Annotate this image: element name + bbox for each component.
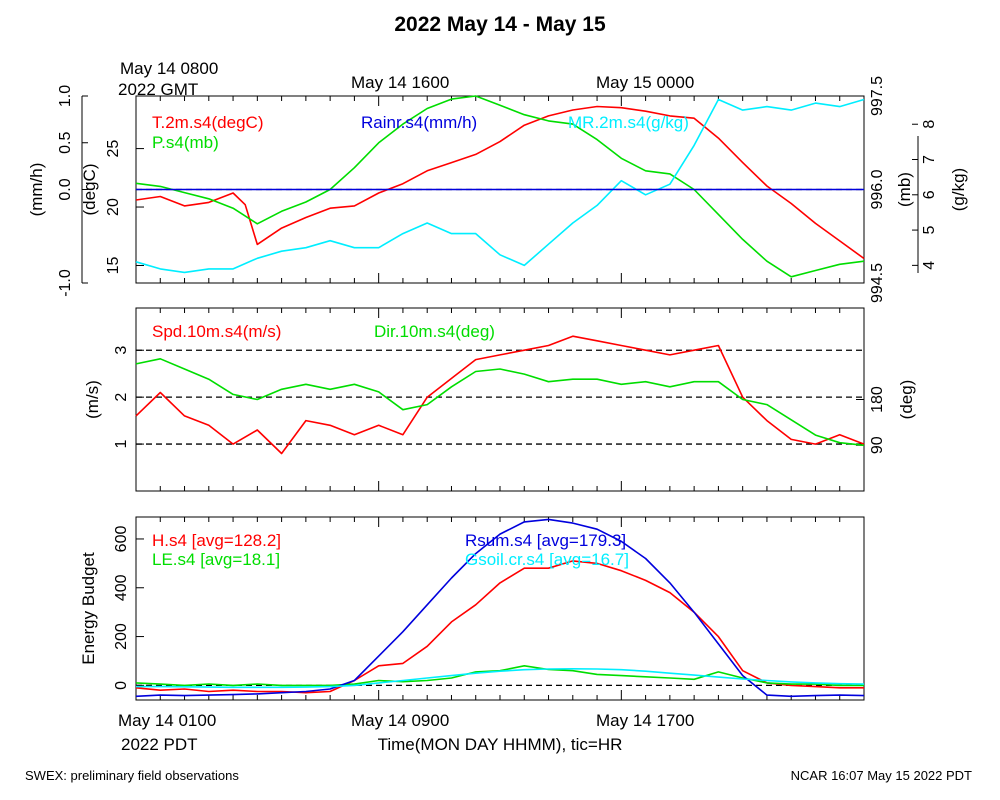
legend-entry: Rsum.s4 [avg=179.3] <box>465 531 626 550</box>
y-tick-label: 7 <box>921 155 938 164</box>
y-tick-label: 1.0 <box>57 85 74 107</box>
legend-entry: MR.2m.s4(g/kg) <box>568 113 689 132</box>
y-tick-label: 8 <box>921 120 938 129</box>
legend-entry: P.s4(mb) <box>152 133 219 152</box>
y-tick-label: 15 <box>105 256 122 274</box>
legend-entry: Dir.10m.s4(deg) <box>374 322 495 341</box>
series-line-t-2m-s4-degc <box>135 105 865 260</box>
y-tick-label: 600 <box>113 526 130 553</box>
y-axis-label: Energy Budget <box>79 552 98 665</box>
chart-title: 2022 May 14 - May 15 <box>394 13 606 36</box>
y-axis-label: (deg) <box>897 380 916 420</box>
y-tick-label: 4 <box>921 261 938 270</box>
y-tick-label: 20 <box>105 198 122 216</box>
y-tick-label: 25 <box>105 140 122 158</box>
y-tick-label: 5 <box>921 226 938 235</box>
footer-timestamp: NCAR 16:07 May 15 2022 PDT <box>790 768 972 783</box>
y-tick-label: 200 <box>113 623 130 650</box>
x-axis-title: Time(MON DAY HHMM), tic=HR <box>378 735 623 754</box>
y-axis-label: (mb) <box>895 172 914 207</box>
legend-entry: T.2m.s4(degC) <box>152 113 263 132</box>
bottom-time-label-timezone: 2022 PDT <box>121 735 198 754</box>
y-axis-label: (mm/h) <box>27 163 46 217</box>
series-line-p-s4-mb <box>135 95 865 278</box>
y-tick-label: 6 <box>921 190 938 199</box>
y-tick-label: 180 <box>869 386 886 413</box>
top-time-label-mid: May 14 1600 <box>351 73 449 92</box>
y-tick-label: 0 <box>113 681 130 690</box>
bottom-time-label-start: May 14 0100 <box>118 711 216 730</box>
series-line-rsum-s4-avg-179-3 <box>135 518 865 698</box>
y-tick-label: 0.0 <box>57 178 74 200</box>
y-tick-label: 2 <box>113 393 130 402</box>
y-tick-label: 3 <box>113 346 130 355</box>
top-time-label-end: May 15 0000 <box>596 73 694 92</box>
legend-entry: Gsoil.cr.s4 [avg=16.7] <box>465 550 629 569</box>
legend-entry: Spd.10m.s4(m/s) <box>152 322 281 341</box>
y-tick-label: -1.0 <box>57 269 74 297</box>
y-tick-label: 0.5 <box>57 132 74 154</box>
legend-entry: LE.s4 [avg=18.1] <box>152 550 280 569</box>
series-line-dir-10m-s4-deg <box>135 358 865 447</box>
y-axis-label: (g/kg) <box>949 168 968 211</box>
footer-note: SWEX: preliminary field observations <box>25 768 239 783</box>
bottom-time-label-end: May 14 1700 <box>596 711 694 730</box>
series-line-gsoil-cr-s4-avg-16-7 <box>136 668 865 689</box>
series-line-h-s4-avg-128-2 <box>135 560 864 694</box>
y-tick-label: 997.5 <box>869 76 886 116</box>
bottom-time-label-mid: May 14 0900 <box>351 711 449 730</box>
y-tick-label: 996.0 <box>869 169 886 209</box>
y-tick-label: 1 <box>113 440 130 449</box>
series-line-spd-10m-s4-m-s <box>135 335 865 455</box>
y-axis-label: (m/s) <box>83 380 102 419</box>
legend-entry: Rainr.s4(mm/h) <box>361 113 477 132</box>
series-line-le-s4-avg-18-1 <box>135 665 864 687</box>
top-time-label-start: May 14 0800 <box>120 59 218 78</box>
top-time-label-timezone: 2022 GMT <box>118 80 198 99</box>
y-tick-label: 90 <box>869 436 886 454</box>
legend-entry: H.s4 [avg=128.2] <box>152 531 281 550</box>
series-line-mr-2m-s4-g-kg <box>135 98 865 274</box>
y-tick-label: 994.5 <box>869 263 886 303</box>
y-tick-label: 400 <box>113 574 130 601</box>
y-axis-label: (degC) <box>80 164 99 216</box>
